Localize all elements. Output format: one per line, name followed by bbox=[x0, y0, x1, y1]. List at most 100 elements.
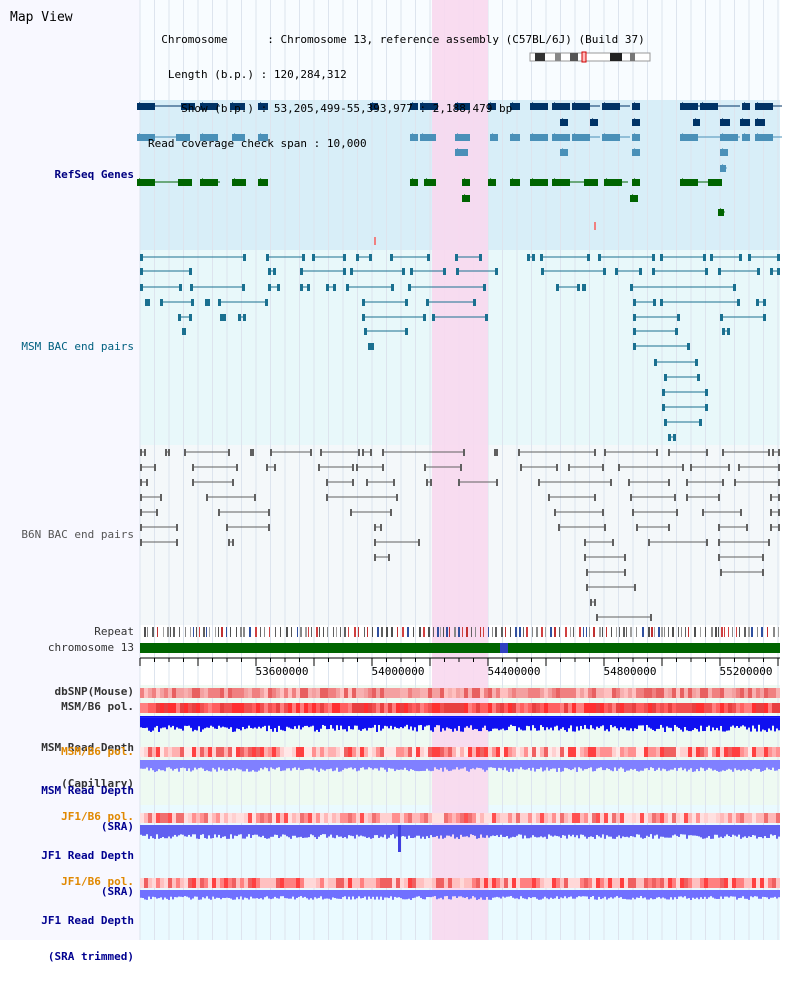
bac-end-marker[interactable] bbox=[705, 404, 708, 411]
bac-end-marker[interactable] bbox=[596, 614, 598, 621]
bac-end-marker[interactable] bbox=[587, 254, 590, 261]
bac-end-marker[interactable] bbox=[668, 479, 670, 486]
bac-end-marker[interactable] bbox=[675, 328, 678, 335]
bac-end-marker[interactable] bbox=[770, 268, 773, 275]
bac-end-marker[interactable] bbox=[252, 449, 254, 456]
track-label-b6n-bac[interactable]: B6N BAC end pairs bbox=[21, 528, 134, 541]
bac-end-marker[interactable] bbox=[343, 254, 346, 261]
bac-end-marker[interactable] bbox=[192, 464, 194, 471]
track-label-jf1-b6-pol-1[interactable]: JF1/B6 pol. bbox=[61, 810, 134, 823]
bac-end-marker[interactable] bbox=[326, 479, 328, 486]
gene-exon[interactable] bbox=[572, 134, 590, 141]
bac-end-marker[interactable] bbox=[615, 268, 618, 275]
bac-end-marker[interactable] bbox=[739, 254, 742, 261]
bac-end-marker[interactable] bbox=[737, 299, 740, 306]
track-label-dbsnp[interactable]: dbSNP(Mouse) bbox=[54, 685, 134, 698]
bac-end-marker[interactable] bbox=[768, 449, 770, 456]
bac-end-marker[interactable] bbox=[350, 268, 353, 275]
bac-end-marker[interactable] bbox=[695, 359, 698, 366]
bac-end-marker[interactable] bbox=[682, 464, 684, 471]
bac-end-marker[interactable] bbox=[366, 479, 368, 486]
bac-end-marker[interactable] bbox=[220, 314, 223, 321]
bac-end-marker[interactable] bbox=[770, 509, 772, 516]
bac-end-marker[interactable] bbox=[473, 299, 476, 306]
bac-end-marker[interactable] bbox=[662, 389, 665, 396]
bac-end-marker[interactable] bbox=[756, 299, 759, 306]
bac-end-marker[interactable] bbox=[268, 284, 271, 291]
gene-exon[interactable] bbox=[552, 103, 570, 110]
gene-exon[interactable] bbox=[455, 103, 470, 110]
bac-end-marker[interactable] bbox=[654, 359, 657, 366]
gene-exon[interactable] bbox=[572, 103, 590, 110]
bac-end-marker[interactable] bbox=[160, 494, 162, 501]
bac-end-marker[interactable] bbox=[370, 449, 372, 456]
bac-end-marker[interactable] bbox=[410, 268, 413, 275]
bac-end-marker[interactable] bbox=[518, 449, 520, 456]
bac-end-marker[interactable] bbox=[191, 299, 194, 306]
gene-exon[interactable] bbox=[176, 134, 190, 141]
bac-end-marker[interactable] bbox=[343, 268, 346, 275]
bac-end-marker[interactable] bbox=[728, 464, 730, 471]
bac-end-marker[interactable] bbox=[662, 404, 665, 411]
bac-end-marker[interactable] bbox=[650, 614, 652, 621]
bac-end-marker[interactable] bbox=[423, 314, 426, 321]
bac-end-marker[interactable] bbox=[668, 524, 670, 531]
bac-end-marker[interactable] bbox=[778, 479, 780, 486]
bac-end-marker[interactable] bbox=[668, 449, 670, 456]
bac-end-marker[interactable] bbox=[757, 268, 760, 275]
gene-exon[interactable] bbox=[552, 134, 570, 141]
bac-end-marker[interactable] bbox=[140, 449, 142, 456]
bac-end-marker[interactable] bbox=[358, 449, 360, 456]
gene-exon[interactable] bbox=[552, 179, 570, 186]
bac-end-marker[interactable] bbox=[697, 374, 700, 381]
bac-end-marker[interactable] bbox=[485, 314, 488, 321]
bac-end-marker[interactable] bbox=[140, 464, 142, 471]
bac-end-marker[interactable] bbox=[362, 299, 365, 306]
bac-end-marker[interactable] bbox=[243, 314, 246, 321]
bac-end-marker[interactable] bbox=[633, 314, 636, 321]
bac-end-marker[interactable] bbox=[718, 524, 720, 531]
bac-end-marker[interactable] bbox=[243, 254, 246, 261]
bac-end-marker[interactable] bbox=[391, 284, 394, 291]
bac-end-marker[interactable] bbox=[541, 268, 544, 275]
track-label-jf1-b6-pol-2[interactable]: JF1/B6 pol. bbox=[61, 875, 134, 888]
bac-end-marker[interactable] bbox=[718, 554, 720, 561]
bac-end-marker[interactable] bbox=[374, 554, 376, 561]
bac-end-marker[interactable] bbox=[147, 299, 150, 306]
bac-end-marker[interactable] bbox=[624, 569, 626, 576]
bac-end-marker[interactable] bbox=[778, 524, 780, 531]
bac-end-marker[interactable] bbox=[352, 464, 354, 471]
bac-end-marker[interactable] bbox=[362, 314, 365, 321]
track-label-chromosome[interactable]: chromosome 13 bbox=[47, 641, 134, 654]
bac-end-marker[interactable] bbox=[653, 299, 656, 306]
bac-end-marker[interactable] bbox=[598, 254, 601, 261]
bac-end-marker[interactable] bbox=[382, 464, 384, 471]
bac-end-marker[interactable] bbox=[184, 449, 186, 456]
chromosome-bar[interactable] bbox=[140, 643, 780, 653]
bac-end-marker[interactable] bbox=[266, 464, 268, 471]
bac-end-marker[interactable] bbox=[405, 328, 408, 335]
bac-end-marker[interactable] bbox=[705, 389, 708, 396]
bac-end-marker[interactable] bbox=[140, 539, 142, 546]
bac-end-marker[interactable] bbox=[307, 284, 310, 291]
bac-end-marker[interactable] bbox=[205, 299, 208, 306]
bac-end-marker[interactable] bbox=[778, 494, 780, 501]
bac-end-marker[interactable] bbox=[772, 449, 774, 456]
bac-end-marker[interactable] bbox=[690, 464, 692, 471]
bac-end-marker[interactable] bbox=[426, 299, 429, 306]
bac-end-marker[interactable] bbox=[594, 599, 596, 606]
bac-end-marker[interactable] bbox=[718, 268, 721, 275]
gene-exon[interactable] bbox=[700, 103, 718, 110]
bac-end-marker[interactable] bbox=[778, 464, 780, 471]
gene-exon[interactable] bbox=[530, 103, 548, 110]
bac-end-marker[interactable] bbox=[762, 554, 764, 561]
bac-end-marker[interactable] bbox=[362, 449, 364, 456]
gene-exon[interactable] bbox=[755, 103, 773, 110]
bac-end-marker[interactable] bbox=[176, 539, 178, 546]
bac-end-marker[interactable] bbox=[594, 494, 596, 501]
gene-exon[interactable] bbox=[137, 103, 155, 110]
bac-end-marker[interactable] bbox=[520, 464, 522, 471]
bac-end-marker[interactable] bbox=[232, 539, 234, 546]
bac-end-marker[interactable] bbox=[633, 328, 636, 335]
bac-end-marker[interactable] bbox=[346, 284, 349, 291]
